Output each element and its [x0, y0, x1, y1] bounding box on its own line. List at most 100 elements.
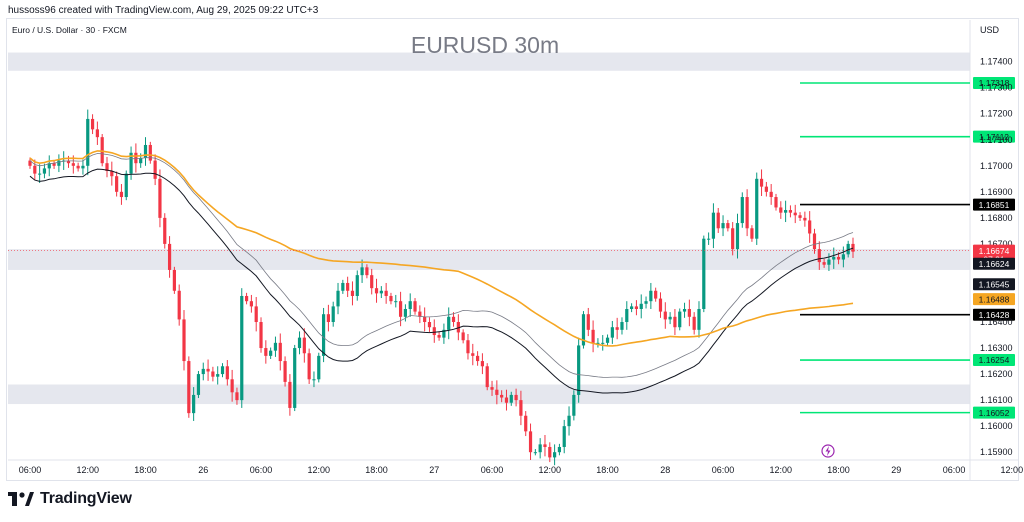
candle-body — [798, 215, 802, 218]
candle-body — [596, 342, 600, 344]
candle-body — [211, 371, 215, 377]
time-tick-label: 18:00 — [827, 465, 850, 475]
candle-body — [403, 308, 408, 317]
candle-body — [153, 160, 157, 179]
candle-body — [148, 144, 152, 161]
level-price-label: 1.16254 — [973, 354, 1015, 367]
candle-body — [740, 197, 744, 224]
candle-body — [726, 223, 730, 229]
candle-body — [187, 361, 191, 414]
candle-body — [38, 173, 42, 175]
moving-average-dark — [29, 168, 854, 394]
candle-body — [437, 335, 441, 338]
candle-body — [533, 452, 537, 454]
candle-body — [259, 322, 263, 349]
candle-body — [269, 350, 273, 356]
candle-body — [57, 160, 61, 166]
candle-body — [167, 243, 172, 270]
candle-body — [851, 243, 855, 252]
level-label-box — [973, 354, 1015, 367]
price-tick-label: 1.16800 — [980, 213, 1013, 223]
candle-body — [649, 290, 653, 302]
candle-body — [707, 238, 711, 240]
candle-body — [341, 282, 345, 291]
candle-body — [432, 327, 436, 336]
level-price-label: 1.16428 — [973, 308, 1015, 321]
candle-body — [577, 345, 581, 395]
candle-body — [293, 348, 297, 408]
candle-body — [673, 316, 677, 328]
candle-body — [442, 329, 446, 338]
candle-body — [28, 160, 32, 166]
candle-body — [398, 301, 403, 317]
candle-body — [413, 301, 417, 312]
candle-body — [71, 163, 75, 166]
candle-body — [514, 394, 518, 401]
level-label-box — [973, 406, 1015, 419]
symbol-description[interactable]: Euro / U.S. Dollar · 30 · FXCM — [12, 25, 127, 35]
candle-body — [216, 374, 220, 377]
candle-body — [750, 228, 754, 239]
time-tick-label: 18:00 — [134, 465, 157, 475]
time-tick-label: 06:00 — [250, 465, 273, 475]
candle-body — [307, 353, 311, 380]
currency-label[interactable]: USD — [980, 25, 1000, 35]
candle-body — [827, 259, 831, 265]
candle-body — [745, 197, 749, 229]
level-price-label: 1.16851 — [973, 198, 1015, 211]
candle-body — [158, 178, 162, 218]
candle-body — [485, 366, 489, 388]
candle-body — [620, 322, 624, 330]
candle-body — [586, 314, 590, 330]
candle-body — [33, 165, 37, 174]
candle-body — [735, 223, 740, 250]
candle-body — [297, 337, 302, 349]
candle-body — [711, 212, 716, 239]
price-tick-label: 1.17100 — [980, 135, 1013, 145]
candle-body — [42, 168, 47, 174]
candle-body — [466, 340, 470, 354]
candle-body — [548, 446, 552, 458]
candle-body — [66, 160, 71, 164]
candle-body — [562, 426, 566, 447]
candle-body — [196, 374, 201, 395]
level-label-text: 1.16428 — [979, 310, 1010, 320]
tradingview-logo[interactable]: TradingView — [8, 490, 132, 508]
candle-body — [201, 368, 205, 375]
moving-average-thin — [29, 153, 854, 378]
candle-body — [625, 308, 629, 323]
candle-body — [581, 314, 586, 346]
candle-body — [461, 332, 465, 341]
time-tick-label: 06:00 — [481, 465, 504, 475]
candle-body — [817, 249, 821, 263]
candle-body — [524, 415, 528, 432]
candle-body — [321, 314, 326, 356]
level-label-text: 1.16851 — [979, 200, 1010, 210]
candle-body — [206, 368, 210, 372]
candle-body — [841, 254, 845, 260]
candle-body — [812, 233, 817, 250]
candle-body — [692, 316, 696, 330]
candle-body — [52, 163, 56, 166]
candle-body — [302, 337, 306, 354]
current-price-label: 1.16624 — [973, 257, 1015, 270]
candle-body — [567, 415, 571, 427]
candle-body — [230, 379, 234, 393]
price-tick-label: 1.17400 — [980, 57, 1013, 67]
candle-body — [139, 157, 143, 164]
candle-body — [639, 303, 643, 309]
candle-body — [95, 129, 99, 138]
candle-body — [90, 118, 95, 130]
candle-body — [475, 355, 480, 362]
time-tick-label: 06:00 — [19, 465, 42, 475]
level-label-text: 1.16052 — [979, 408, 1010, 418]
candle-body — [254, 306, 258, 323]
candle-body — [528, 431, 533, 453]
candle-body — [86, 118, 90, 166]
level-price-label: 1.17318 — [973, 77, 1015, 90]
candle-body — [456, 322, 460, 333]
lightning-icon-bolt — [825, 446, 831, 456]
candle-body — [105, 163, 109, 172]
time-tick-label: 12:00 — [76, 465, 99, 475]
